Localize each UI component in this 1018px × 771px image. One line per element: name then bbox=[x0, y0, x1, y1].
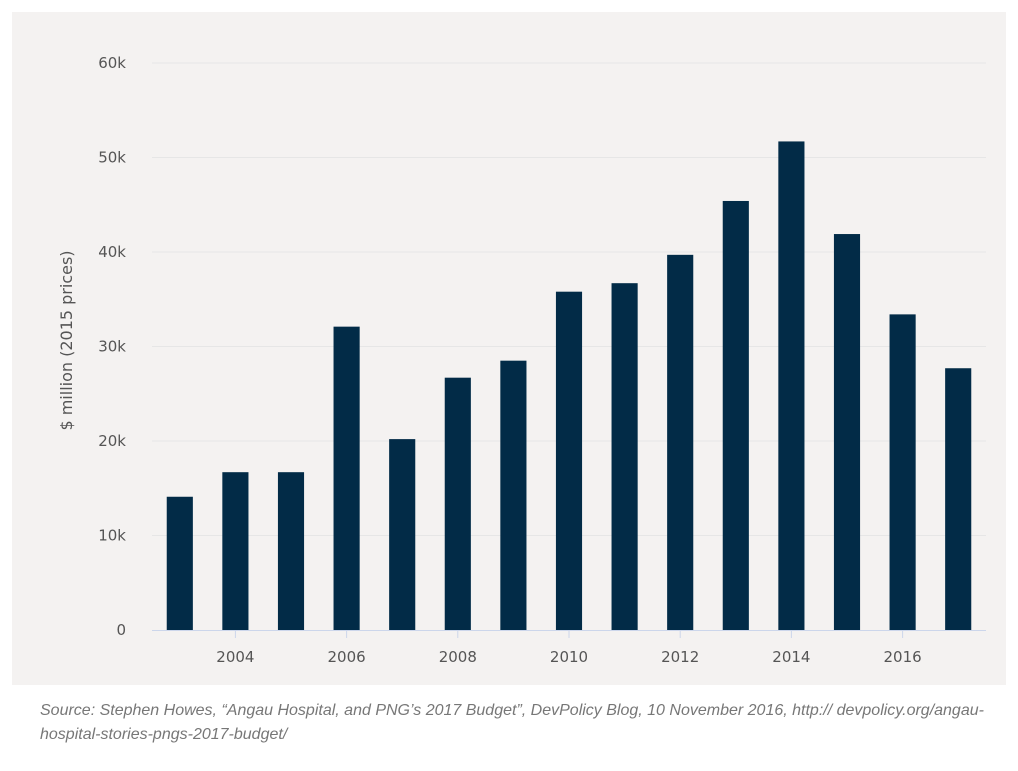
bar-2008 bbox=[444, 377, 471, 630]
x-tick-label: 2010 bbox=[550, 648, 588, 666]
y-axis-tick-labels: 0 10k 20k 30k 40k 50k 60k bbox=[98, 54, 126, 639]
x-tick-label: 2014 bbox=[772, 648, 810, 666]
bar-2004 bbox=[222, 472, 249, 630]
x-tick-label: 2016 bbox=[884, 648, 922, 666]
x-tick-label: 2004 bbox=[216, 648, 254, 666]
y-tick-label: 0 bbox=[116, 621, 126, 639]
bar-2013 bbox=[722, 200, 749, 630]
bar-2009 bbox=[500, 360, 527, 630]
x-tick-label: 2008 bbox=[439, 648, 477, 666]
y-tick-label: 20k bbox=[98, 432, 126, 450]
bar-2014 bbox=[778, 141, 805, 630]
y-axis-title: $ million (2015 prices) bbox=[57, 250, 76, 430]
bar-2011 bbox=[611, 283, 638, 630]
bar-2007 bbox=[389, 439, 416, 630]
source-caption: Source: Stephen Howes, “Angau Hospital, … bbox=[40, 702, 984, 743]
bar-2006 bbox=[333, 326, 360, 630]
y-tick-label: 50k bbox=[98, 149, 126, 167]
x-tick-label: 2006 bbox=[328, 648, 366, 666]
x-axis-tick-labels: 2004 2006 2008 2010 2012 2014 2016 bbox=[216, 630, 922, 666]
y-tick-label: 60k bbox=[98, 54, 126, 72]
chart-panel: 0 10k 20k 30k 40k 50k 60k 2004 2006 2008 2010 2012… bbox=[12, 12, 1006, 685]
y-tick-label: 30k bbox=[98, 338, 126, 356]
bar-2017 bbox=[945, 368, 972, 630]
bars bbox=[166, 141, 972, 631]
x-tick-label: 2012 bbox=[661, 648, 699, 666]
bar-2005 bbox=[277, 472, 305, 630]
bar-2016 bbox=[889, 314, 916, 630]
y-tick-label: 10k bbox=[98, 527, 126, 545]
y-tick-label: 40k bbox=[98, 243, 126, 261]
bar-2012 bbox=[667, 254, 694, 630]
bar-2015 bbox=[833, 234, 861, 631]
bar-2010 bbox=[555, 291, 583, 630]
bar-chart: 0 10k 20k 30k 40k 50k 60k 2004 2006 2008 2010 2012… bbox=[57, 54, 986, 666]
bar-2003 bbox=[166, 496, 193, 630]
